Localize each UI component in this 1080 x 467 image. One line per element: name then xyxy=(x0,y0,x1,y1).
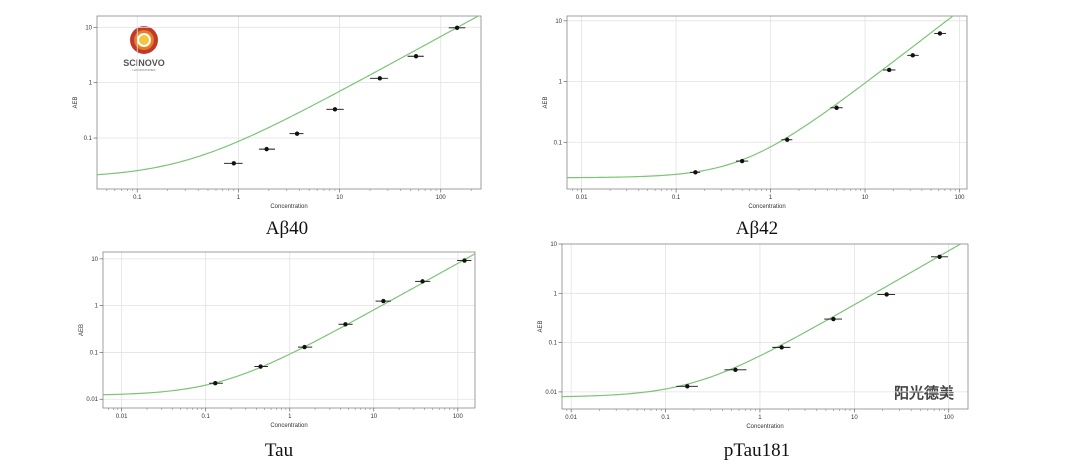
data-point xyxy=(231,161,236,166)
y-axis-label: AEB xyxy=(543,96,549,108)
x-axis-label: Concentration xyxy=(746,424,783,430)
data-point xyxy=(693,170,698,175)
data-point xyxy=(343,322,348,327)
watermark-text: 阳光德美 xyxy=(894,384,955,402)
logo-subtext: LABORATORIES xyxy=(132,68,155,72)
data-point xyxy=(685,384,690,389)
data-point xyxy=(258,364,263,369)
x-axis-label: Concentration xyxy=(270,204,307,210)
y-tick-label: 10 xyxy=(91,257,98,263)
y-tick-label: 1 xyxy=(89,81,93,87)
data-point xyxy=(831,316,836,322)
data-point xyxy=(937,31,943,36)
data-point xyxy=(462,258,467,263)
x-axis-label: Concentration xyxy=(270,423,307,429)
data-point xyxy=(377,76,383,81)
plot-frame xyxy=(102,251,476,409)
data-point xyxy=(302,344,307,350)
plot-frame xyxy=(96,15,482,190)
x-tick-label: 0.1 xyxy=(133,195,142,201)
data-point xyxy=(739,158,745,164)
fit-curve xyxy=(567,16,954,179)
y-axis-label: AEB xyxy=(73,96,79,108)
y-tick-label: 1 xyxy=(95,304,99,310)
y-tick-label: 10 xyxy=(555,19,562,25)
y-tick-label: 0.01 xyxy=(545,390,557,396)
plot-frame xyxy=(566,15,968,190)
chart-panel-3: 0.01 0.1 1 10 100 0.01 0.1 1 10 Concentration AEB T… xyxy=(79,251,476,461)
x-tick-label: 1 xyxy=(237,195,241,201)
chart-caption: Tau xyxy=(265,440,294,461)
y-tick-label: 0.1 xyxy=(554,140,563,146)
data-point xyxy=(413,54,419,59)
y-tick-label: 10 xyxy=(550,242,557,248)
fit-curve xyxy=(562,244,962,398)
chart-panel-4: 0.01 0.1 1 10 100 0.01 0.1 1 10 Concentration AEB p… xyxy=(538,242,969,461)
data-point xyxy=(420,279,425,284)
chart-caption: Aβ42 xyxy=(736,218,778,239)
chart-caption: Aβ40 xyxy=(266,218,308,239)
data-point xyxy=(910,53,915,58)
data-point xyxy=(264,146,269,152)
x-tick-label: 10 xyxy=(336,195,343,201)
y-tick-label: 10 xyxy=(85,25,92,31)
chart-panel-2: 0.01 0.1 1 10 100 0.1 1 10 Concentration AEB Aβ42 xyxy=(543,15,968,239)
x-tick-label: 0.1 xyxy=(672,195,681,201)
x-axis-label: Concentration xyxy=(748,204,785,210)
x-tick-label: 100 xyxy=(955,195,966,201)
x-tick-label: 10 xyxy=(370,414,377,420)
x-tick-label: 0.01 xyxy=(116,414,128,420)
data-point xyxy=(332,107,338,112)
data-point xyxy=(779,345,784,350)
fit-curve xyxy=(97,16,480,176)
x-tick-label: 0.01 xyxy=(576,195,588,201)
plot-frame xyxy=(561,243,969,410)
data-point xyxy=(785,137,790,142)
data-point xyxy=(454,25,460,30)
x-tick-label: 1 xyxy=(288,414,292,420)
chart-caption: pTau181 xyxy=(724,440,790,461)
y-axis-label: AEB xyxy=(538,320,544,332)
y-tick-label: 0.1 xyxy=(549,341,558,347)
y-tick-label: 0.01 xyxy=(86,397,98,403)
y-tick-label: 0.1 xyxy=(90,350,99,356)
data-point xyxy=(213,381,218,386)
scinovo-logo: SCINOVO LABORATORIES xyxy=(123,26,165,72)
data-point xyxy=(884,292,889,297)
y-tick-label: 1 xyxy=(554,291,558,297)
data-point xyxy=(733,367,738,373)
x-tick-label: 0.1 xyxy=(661,415,670,421)
logo-text: SCINOVO xyxy=(123,58,165,68)
data-point xyxy=(381,298,386,304)
x-tick-label: 1 xyxy=(769,195,773,201)
scinovo-logo-icon xyxy=(130,26,158,54)
x-tick-label: 10 xyxy=(851,415,858,421)
data-point xyxy=(886,67,892,73)
chart-panel-1: 0.1 1 10 100 0.1 1 10 Concentration AEB Aβ40 xyxy=(73,15,482,239)
data-point xyxy=(937,254,942,260)
x-tick-label: 100 xyxy=(436,195,447,201)
y-tick-label: 1 xyxy=(559,80,563,86)
y-axis-label: AEB xyxy=(79,324,85,336)
x-tick-label: 100 xyxy=(944,415,955,421)
y-tick-label: 0.1 xyxy=(84,136,93,142)
x-tick-label: 100 xyxy=(453,414,464,420)
x-tick-label: 0.01 xyxy=(565,415,577,421)
x-tick-label: 0.1 xyxy=(202,414,211,420)
x-tick-label: 10 xyxy=(862,195,869,201)
data-point xyxy=(834,105,839,110)
fit-curve xyxy=(103,253,475,396)
data-point xyxy=(294,131,300,136)
x-tick-label: 1 xyxy=(758,415,762,421)
